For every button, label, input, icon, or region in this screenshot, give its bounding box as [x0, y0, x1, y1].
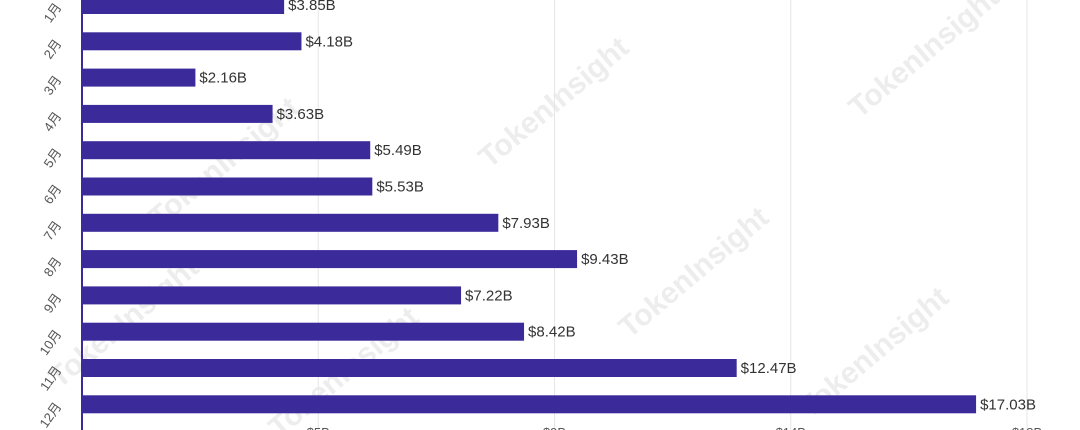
- category-label: 3月: [41, 73, 65, 98]
- category-label: 1月: [41, 0, 65, 25]
- category-label: 2月: [41, 36, 65, 61]
- bar: [82, 68, 196, 87]
- watermark-text: TokenInsight: [613, 201, 776, 345]
- bar: [82, 0, 285, 14]
- bar-value-label: $3.85B: [288, 0, 336, 14]
- category-label: 4月: [41, 109, 65, 134]
- bar: [82, 213, 499, 232]
- bar: [82, 395, 977, 414]
- bar: [82, 177, 373, 196]
- category-label: 6月: [41, 182, 65, 207]
- bar: [82, 286, 462, 305]
- category-label: 8月: [41, 254, 65, 279]
- bar-value-label: $9.43B: [581, 251, 629, 268]
- bar-value-label: $4.18B: [305, 33, 353, 50]
- category-label: 12月: [36, 399, 64, 430]
- bar: [82, 359, 737, 377]
- x-tick-label: $18B: [1012, 425, 1042, 430]
- bar-value-label: $5.49B: [374, 142, 422, 159]
- category-label: 5月: [41, 145, 65, 170]
- bar-value-label: $7.22B: [465, 287, 513, 304]
- category-label: 9月: [41, 291, 65, 316]
- bar: [82, 141, 371, 160]
- watermark-text: TokenInsight: [843, 0, 1006, 125]
- bar-value-label: $8.42B: [528, 324, 576, 341]
- bar: [82, 322, 525, 341]
- bar-value-label: $5.53B: [376, 179, 424, 196]
- category-label: 10月: [36, 327, 64, 358]
- bar: [82, 250, 578, 269]
- bar: [82, 104, 273, 123]
- x-tick-label: $14B: [776, 425, 806, 430]
- bar-value-label: $2.16B: [199, 70, 247, 87]
- x-tick-label: $5B: [307, 425, 330, 430]
- bar-value-label: $3.63B: [277, 106, 325, 123]
- x-tick-labels: $5B $9B $14B $18B: [307, 425, 1043, 430]
- x-tick-label: $9B: [543, 425, 566, 430]
- bar-value-label: $7.93B: [502, 215, 550, 232]
- bar-value-label: $17.03B: [980, 396, 1036, 413]
- bar: [82, 32, 302, 51]
- watermark-text: TokenInsight: [473, 31, 636, 175]
- category-label: 7月: [41, 218, 65, 243]
- bars: $3.85B $4.18B $2.16B $3.63B $5.49B $5.53B $7.9…: [82, 0, 1036, 414]
- bar-value-label: $12.47B: [741, 360, 797, 377]
